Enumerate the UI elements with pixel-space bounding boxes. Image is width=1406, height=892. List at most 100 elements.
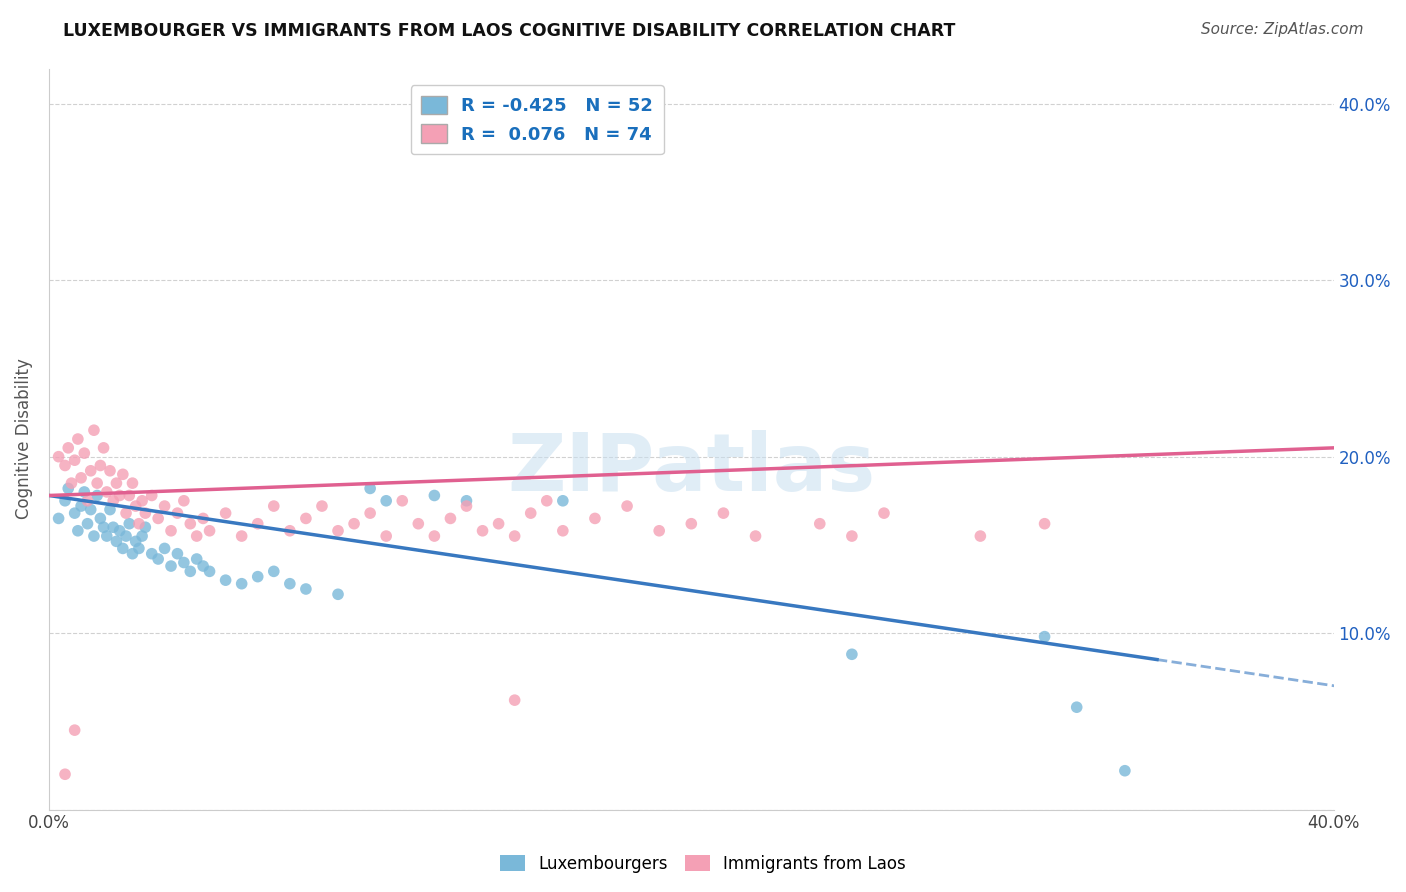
Point bbox=[80, 502, 103, 516]
Point bbox=[108, 524, 131, 538]
Point bbox=[488, 516, 510, 531]
Point bbox=[141, 488, 163, 502]
Point bbox=[278, 524, 301, 538]
Point bbox=[53, 767, 76, 781]
Point bbox=[121, 476, 143, 491]
Point bbox=[134, 506, 156, 520]
Point bbox=[198, 524, 221, 538]
Point bbox=[439, 511, 461, 525]
Point bbox=[359, 506, 381, 520]
Point bbox=[536, 493, 558, 508]
Point bbox=[73, 485, 96, 500]
Point bbox=[263, 565, 285, 579]
Point bbox=[86, 476, 108, 491]
Point bbox=[551, 524, 574, 538]
Point bbox=[66, 432, 89, 446]
Point bbox=[58, 482, 80, 496]
Point bbox=[125, 534, 148, 549]
Legend: Luxembourgers, Immigrants from Laos: Luxembourgers, Immigrants from Laos bbox=[494, 848, 912, 880]
Point bbox=[141, 547, 163, 561]
Point bbox=[808, 516, 831, 531]
Point bbox=[408, 516, 430, 531]
Point bbox=[841, 647, 863, 661]
Y-axis label: Cognitive Disability: Cognitive Disability bbox=[15, 359, 32, 519]
Point bbox=[86, 488, 108, 502]
Point bbox=[115, 529, 138, 543]
Point bbox=[391, 493, 413, 508]
Point bbox=[744, 529, 766, 543]
Legend: R = -0.425   N = 52, R =  0.076   N = 74: R = -0.425 N = 52, R = 0.076 N = 74 bbox=[411, 85, 664, 154]
Point bbox=[423, 488, 446, 502]
Point bbox=[246, 516, 269, 531]
Point bbox=[231, 576, 253, 591]
Point bbox=[108, 488, 131, 502]
Point bbox=[1114, 764, 1136, 778]
Point bbox=[166, 547, 188, 561]
Point bbox=[53, 458, 76, 473]
Point bbox=[616, 499, 638, 513]
Point bbox=[89, 511, 111, 525]
Point bbox=[128, 516, 150, 531]
Point bbox=[118, 488, 141, 502]
Point bbox=[173, 493, 195, 508]
Point bbox=[648, 524, 671, 538]
Point bbox=[98, 502, 121, 516]
Point bbox=[873, 506, 896, 520]
Point bbox=[841, 529, 863, 543]
Point bbox=[153, 499, 176, 513]
Point bbox=[83, 529, 105, 543]
Point bbox=[456, 493, 478, 508]
Point bbox=[713, 506, 735, 520]
Point bbox=[166, 506, 188, 520]
Point bbox=[66, 524, 89, 538]
Point bbox=[89, 458, 111, 473]
Text: LUXEMBOURGER VS IMMIGRANTS FROM LAOS COGNITIVE DISABILITY CORRELATION CHART: LUXEMBOURGER VS IMMIGRANTS FROM LAOS COG… bbox=[63, 22, 956, 40]
Point bbox=[103, 520, 125, 534]
Point bbox=[503, 693, 526, 707]
Point bbox=[105, 476, 128, 491]
Point bbox=[60, 476, 83, 491]
Point bbox=[231, 529, 253, 543]
Point bbox=[160, 559, 183, 574]
Point bbox=[134, 520, 156, 534]
Point bbox=[125, 499, 148, 513]
Point bbox=[583, 511, 606, 525]
Point bbox=[70, 471, 93, 485]
Point bbox=[191, 511, 214, 525]
Point bbox=[503, 529, 526, 543]
Point bbox=[63, 723, 86, 738]
Point bbox=[83, 423, 105, 437]
Point bbox=[128, 541, 150, 556]
Point bbox=[214, 506, 236, 520]
Point bbox=[58, 441, 80, 455]
Point bbox=[121, 547, 143, 561]
Point bbox=[118, 516, 141, 531]
Point bbox=[1033, 516, 1056, 531]
Point bbox=[198, 565, 221, 579]
Point bbox=[278, 576, 301, 591]
Point bbox=[153, 541, 176, 556]
Point bbox=[98, 464, 121, 478]
Point bbox=[375, 493, 398, 508]
Point bbox=[76, 493, 98, 508]
Point bbox=[146, 552, 169, 566]
Point bbox=[131, 529, 153, 543]
Point bbox=[343, 516, 366, 531]
Point bbox=[456, 499, 478, 513]
Point bbox=[246, 569, 269, 583]
Point bbox=[311, 499, 333, 513]
Point bbox=[105, 534, 128, 549]
Point bbox=[53, 493, 76, 508]
Point bbox=[115, 506, 138, 520]
Point bbox=[214, 573, 236, 587]
Point bbox=[63, 506, 86, 520]
Point bbox=[96, 529, 118, 543]
Text: ZIPatlas: ZIPatlas bbox=[508, 430, 876, 508]
Point bbox=[471, 524, 494, 538]
Point bbox=[179, 565, 201, 579]
Point bbox=[551, 493, 574, 508]
Point bbox=[186, 552, 208, 566]
Point bbox=[295, 582, 318, 596]
Point bbox=[1066, 700, 1088, 714]
Point bbox=[63, 453, 86, 467]
